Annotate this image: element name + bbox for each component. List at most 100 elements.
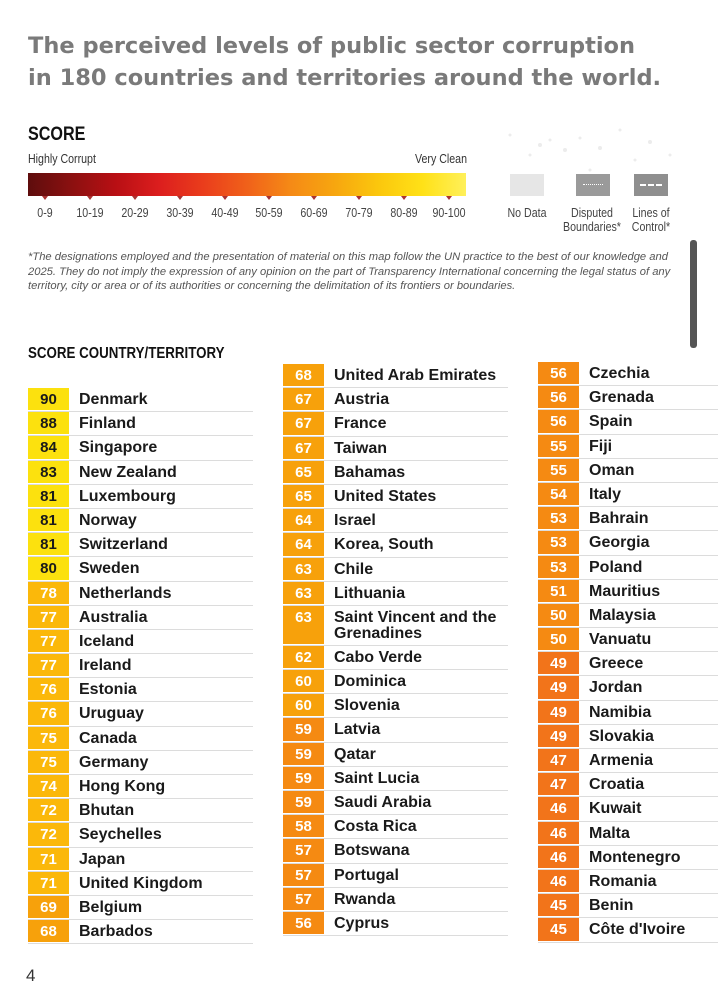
table-row: 56 Grenada bbox=[538, 386, 718, 411]
score-badge: 56 bbox=[538, 386, 579, 409]
country-name: Kuwait bbox=[589, 800, 642, 818]
table-row: 56 Czechia bbox=[538, 362, 718, 387]
table-row: 78 Netherlands bbox=[28, 581, 253, 606]
scale-tick bbox=[176, 196, 183, 200]
score-badge: 81 bbox=[28, 508, 69, 532]
score-badge: 56 bbox=[283, 911, 324, 935]
country-name: Georgia bbox=[589, 534, 650, 552]
score-badge: 84 bbox=[28, 436, 69, 459]
score-badge: 63 bbox=[283, 557, 324, 580]
score-badge: 90 bbox=[28, 388, 69, 411]
score-badge: 53 bbox=[538, 555, 579, 578]
table-row: 77 Ireland bbox=[28, 654, 253, 679]
score-badge: 51 bbox=[538, 579, 579, 602]
country-name: Belgium bbox=[79, 898, 143, 916]
scale-tick bbox=[266, 196, 273, 200]
country-name: Dominica bbox=[334, 673, 407, 691]
country-name: Namibia bbox=[589, 703, 652, 721]
table-row: 54 Italy bbox=[538, 482, 718, 508]
scale-range-label: 40-49 bbox=[210, 206, 239, 220]
country-name: Croatia bbox=[589, 776, 645, 794]
disputed-boundaries-label: Disputed Boundaries* bbox=[563, 206, 621, 234]
ranking-column-1: 90 Denmark 88 Finland 84 Singapore 83 New Zeala… bbox=[28, 388, 253, 945]
score-badge: 65 bbox=[283, 460, 324, 483]
country-name: Vanuatu bbox=[589, 631, 652, 649]
country-name: Cabo Verde bbox=[334, 648, 423, 666]
table-row: 63 Chile bbox=[283, 557, 508, 582]
country-name: Botswana bbox=[334, 842, 410, 860]
table-row: 56 Spain bbox=[538, 410, 718, 435]
country-name: Ireland bbox=[79, 657, 132, 675]
table-row: 59 Saudi Arabia bbox=[283, 791, 508, 816]
score-badge: 56 bbox=[538, 410, 579, 433]
country-name: Japan bbox=[79, 850, 126, 868]
country-name: Côte d'Ivoire bbox=[589, 921, 686, 939]
score-badge: 60 bbox=[283, 670, 324, 693]
country-name: Malta bbox=[589, 824, 630, 842]
scrollbar[interactable] bbox=[690, 240, 697, 348]
score-badge: 68 bbox=[28, 920, 69, 943]
table-row: 53 Poland bbox=[538, 555, 718, 580]
country-name: United Kingdom bbox=[79, 874, 203, 892]
score-badge: 59 bbox=[283, 742, 324, 765]
table-row: 57 Botswana bbox=[283, 839, 508, 864]
score-badge: 57 bbox=[283, 887, 324, 910]
score-badge: 55 bbox=[538, 434, 579, 457]
table-row: 59 Latvia bbox=[283, 718, 508, 743]
country-name: Malaysia bbox=[589, 606, 656, 624]
score-badge: 46 bbox=[538, 797, 579, 820]
table-row: 50 Vanuatu bbox=[538, 628, 718, 653]
title-line-1: The perceived levels of public sector co… bbox=[28, 33, 636, 59]
table-row: 84 Singapore bbox=[28, 436, 253, 461]
scale-tick bbox=[401, 196, 408, 200]
country-name: Montenegro bbox=[589, 848, 681, 866]
scale-tick bbox=[446, 196, 452, 200]
country-name: France bbox=[334, 415, 387, 433]
country-name: Slovenia bbox=[334, 697, 400, 715]
score-badge: 59 bbox=[283, 718, 324, 741]
scale-range-label: 50-59 bbox=[255, 206, 284, 220]
table-row: 49 Slovakia bbox=[538, 724, 718, 749]
score-badge: 50 bbox=[538, 628, 579, 651]
table-row: 67 Austria bbox=[283, 388, 508, 413]
score-badge: 72 bbox=[28, 823, 69, 846]
country-name: Spain bbox=[589, 413, 633, 431]
score-badge: 45 bbox=[538, 918, 579, 941]
country-name: Lithuania bbox=[334, 584, 406, 602]
country-name: Denmark bbox=[79, 391, 148, 408]
country-name: Armenia bbox=[589, 752, 654, 769]
score-badge: 49 bbox=[538, 724, 579, 747]
country-name: Cyprus bbox=[334, 914, 390, 932]
table-row: 65 Bahamas bbox=[283, 460, 508, 485]
table-row: 75 Germany bbox=[28, 750, 253, 775]
scale-range-label: 90-100 bbox=[432, 206, 466, 220]
table-row: 88 Finland bbox=[28, 412, 253, 437]
table-row: 72 Bhutan bbox=[28, 799, 253, 824]
country-name: Slovakia bbox=[589, 727, 654, 745]
scale-tick bbox=[131, 196, 138, 200]
score-badge: 88 bbox=[28, 412, 69, 435]
table-row: 59 Saint Lucia bbox=[283, 766, 508, 791]
score-badge: 56 bbox=[538, 362, 579, 385]
score-badge: 46 bbox=[538, 845, 579, 868]
score-badge: 67 bbox=[283, 412, 324, 435]
score-badge: 83 bbox=[28, 460, 69, 483]
country-name: Portugal bbox=[334, 866, 399, 884]
score-badge: 57 bbox=[283, 863, 324, 886]
table-row: 53 Georgia bbox=[538, 531, 718, 556]
score-badge: 67 bbox=[283, 436, 324, 459]
country-name: Jordan bbox=[589, 679, 643, 697]
disclaimer-line-2: 2025. They do not imply the expression o… bbox=[28, 265, 671, 278]
country-name: Seychelles bbox=[79, 826, 162, 844]
score-badge: 57 bbox=[283, 839, 324, 862]
score-badge: 58 bbox=[283, 815, 324, 838]
scale-tick bbox=[221, 196, 228, 200]
score-badge: 81 bbox=[28, 533, 69, 556]
country-name: Czechia bbox=[589, 365, 650, 382]
table-row: 67 Taiwan bbox=[283, 436, 508, 461]
score-badge: 74 bbox=[28, 775, 69, 798]
table-row: 47 Armenia bbox=[538, 749, 718, 774]
score-badge: 60 bbox=[283, 694, 324, 717]
score-badge: 59 bbox=[283, 766, 324, 789]
country-name: Latvia bbox=[334, 721, 381, 739]
